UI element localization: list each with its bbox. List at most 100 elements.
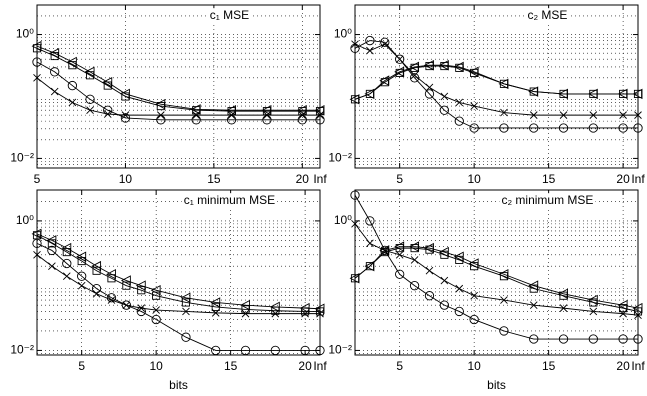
x-tick-label: 15 (224, 359, 238, 373)
title-bg (181, 193, 278, 208)
marker (395, 55, 404, 64)
marker (438, 246, 449, 258)
marker (182, 307, 190, 316)
marker (424, 59, 434, 71)
marker (151, 314, 161, 325)
marker (152, 306, 160, 314)
marker (366, 46, 374, 55)
marker (469, 314, 479, 325)
series-line (36, 77, 320, 116)
series-line (36, 47, 320, 112)
marker (453, 251, 464, 262)
x-tick-label: 5 (396, 172, 403, 186)
axes-box (36, 189, 321, 356)
marker (379, 75, 390, 86)
x-tick-label: 10 (119, 172, 133, 186)
marker (469, 123, 479, 133)
marker (77, 281, 86, 290)
y-tick-label: 10⁰ (16, 27, 34, 41)
x-tick-label: 15 (207, 172, 221, 186)
marker (558, 334, 569, 344)
y-tick-label: 10⁻² (328, 343, 352, 357)
x-tick-label: 5 (396, 359, 403, 373)
series-line (36, 233, 321, 310)
marker (587, 294, 598, 306)
x-tick-label: 20 (616, 172, 630, 186)
marker (180, 292, 191, 304)
marker (395, 54, 405, 64)
marker (617, 88, 628, 100)
marker (150, 284, 161, 296)
y-tick-label: 10⁻² (10, 151, 34, 165)
series-line (354, 64, 638, 100)
x-tick-label: 10 (467, 359, 481, 373)
marker (107, 296, 116, 304)
marker (618, 123, 628, 133)
marker (66, 56, 77, 68)
marker (48, 262, 56, 270)
marker (67, 80, 78, 91)
marker (558, 88, 568, 100)
marker (559, 304, 568, 312)
marker (499, 326, 509, 336)
marker (394, 241, 405, 252)
marker (500, 296, 508, 304)
series-line (354, 246, 639, 309)
marker (559, 111, 568, 119)
marker (528, 280, 539, 291)
y-tick-label: 10⁰ (16, 213, 34, 227)
marker (588, 123, 598, 133)
marker (425, 266, 434, 275)
marker (498, 269, 509, 280)
marker (454, 306, 464, 317)
marker (120, 275, 131, 286)
marker (380, 40, 389, 48)
marker (50, 67, 60, 77)
marker (365, 35, 375, 46)
series-line (36, 61, 320, 121)
marker (500, 108, 508, 117)
marker (86, 106, 94, 115)
x-axis-label: bits (169, 378, 188, 392)
marker (261, 104, 272, 116)
marker (122, 281, 131, 290)
marker (410, 71, 419, 80)
series-line (36, 234, 320, 312)
marker (102, 76, 113, 88)
marker (85, 94, 95, 104)
title-bg (525, 8, 570, 23)
plot-area (355, 190, 638, 355)
marker (455, 98, 464, 107)
x-tick-label: 10 (467, 172, 481, 186)
marker (499, 123, 509, 133)
marker (226, 104, 237, 116)
marker (558, 288, 568, 300)
marker (120, 113, 131, 123)
marker (409, 61, 420, 73)
marker (587, 88, 598, 100)
marker (438, 59, 449, 71)
marker (47, 245, 57, 256)
marker (528, 86, 539, 97)
x-axis-label: bits (487, 378, 506, 392)
marker (424, 89, 435, 99)
marker (395, 269, 405, 279)
panel-title: c₁ minimum MSE (184, 193, 275, 207)
series-line (354, 40, 638, 129)
x-tick-label: 20 (298, 359, 312, 373)
marker (190, 104, 201, 115)
panel-title: c₁ MSE (210, 8, 249, 22)
marker (617, 299, 628, 311)
x-tick-label: Inf (313, 172, 327, 186)
marker (296, 104, 307, 116)
marker (365, 216, 375, 226)
marker (366, 239, 374, 248)
x-tick-label: 5 (34, 172, 41, 186)
marker (409, 241, 420, 252)
x-tick-label: 15 (542, 359, 556, 373)
panel-title: c₂ minimum MSE (501, 193, 593, 207)
marker (210, 297, 221, 308)
plot-area (355, 5, 638, 168)
marker (498, 78, 509, 90)
marker (529, 111, 538, 119)
